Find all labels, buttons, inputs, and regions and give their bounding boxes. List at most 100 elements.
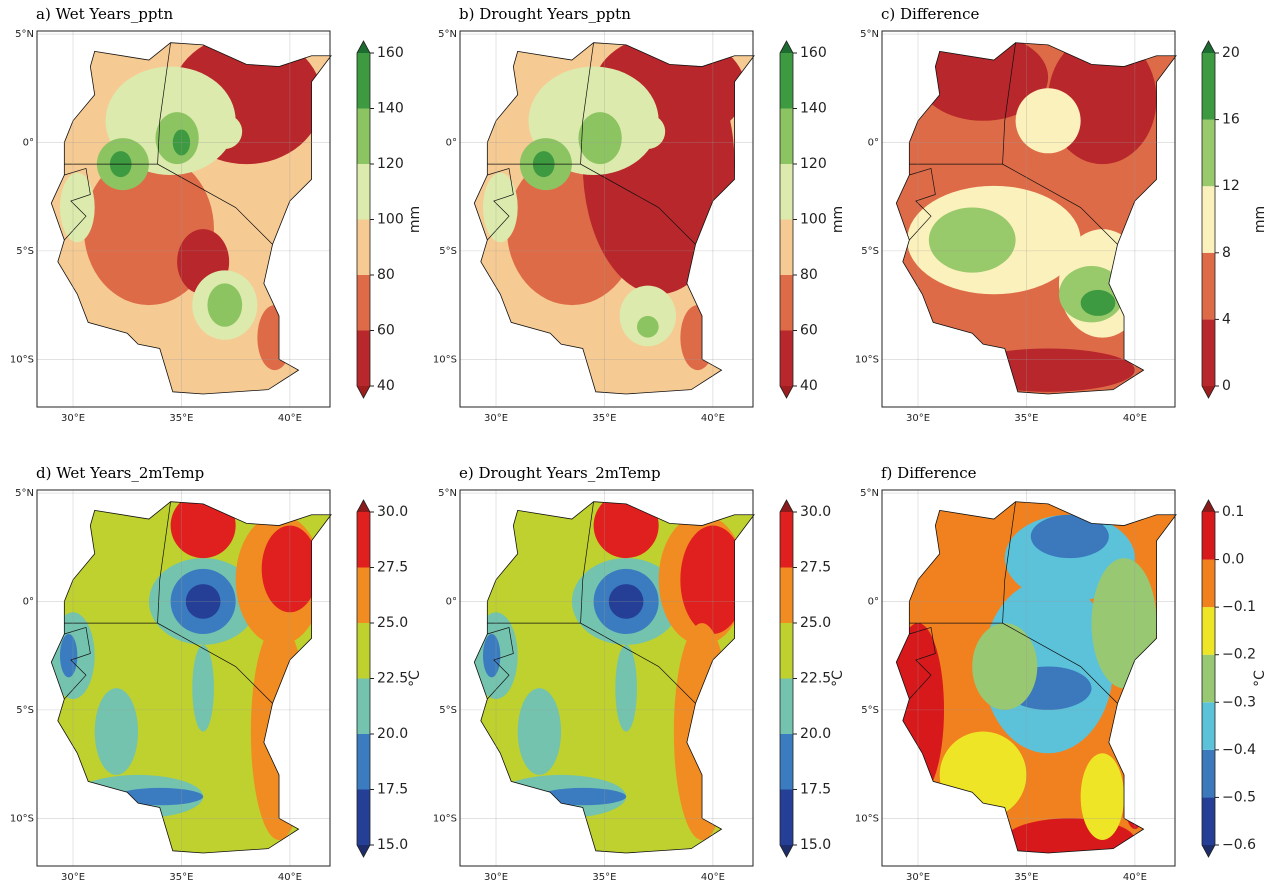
colorbar-tick-label: 25.0 [377, 615, 408, 631]
lat-tick-label: 5°S [861, 246, 879, 257]
lat-tick-label: 10°S [10, 813, 34, 824]
border [1002, 42, 1016, 165]
contour-region [517, 688, 562, 775]
colorbar-tick-label: 160 [377, 45, 404, 61]
colorbar-band [1202, 797, 1215, 845]
colorbar-tick-label: 17.5 [377, 782, 408, 798]
lat-tick-label: 10°S [433, 354, 457, 365]
contour-region [482, 633, 501, 678]
colorbar-band [357, 734, 370, 790]
colorbar-tick-label: 60 [800, 323, 818, 339]
colorbar-band [1202, 252, 1215, 320]
coastline [895, 501, 1177, 854]
contour-region [615, 644, 637, 732]
contour-region [608, 584, 644, 619]
contour-region [1015, 88, 1081, 154]
colorbar-band [357, 789, 370, 845]
colorbar-extend [780, 386, 793, 398]
panel: f) Difference 30°E 35°E 40°E 5°N 0° 5°S 10°S −0.… [855, 464, 1268, 883]
colorbar-tick-label: 80 [800, 267, 818, 283]
colorbar-band [780, 275, 793, 331]
panel-title: c) Difference [881, 5, 979, 23]
contour-region [680, 305, 716, 371]
lat-tick-label: 10°S [433, 813, 457, 824]
lon-tick-label: 30°E [906, 413, 930, 424]
lat-tick-label: 5°N [860, 29, 879, 40]
colorbar-label: °C [1252, 670, 1268, 687]
map-frame [881, 489, 1176, 867]
contour-region [928, 207, 1016, 273]
colorbar-band [1202, 702, 1215, 750]
panel-title: a) Wet Years_pptn [36, 5, 173, 23]
lon-tick-label: 40°E [278, 872, 302, 883]
lat-tick-label: 5°N [438, 488, 457, 499]
map-fill [51, 501, 330, 853]
lat-tick-label: 5°S [16, 705, 34, 716]
colorbar-tick-label: 140 [377, 101, 404, 117]
border [909, 163, 1118, 245]
colorbar-tick-label: 40 [800, 378, 818, 394]
contour-region [1091, 558, 1157, 689]
map-frame [36, 30, 331, 408]
border [157, 42, 171, 165]
colorbar-band [1202, 53, 1215, 120]
map-fill [474, 42, 753, 394]
border [909, 168, 936, 241]
colorbar-tick-label: 20.0 [377, 726, 408, 742]
colorbar-extend [357, 41, 370, 53]
colorbar-tick-label: 12 [1222, 178, 1240, 194]
colorbar-band [780, 789, 793, 845]
map-frame [881, 30, 1176, 408]
border [487, 622, 696, 704]
colorbar-band [780, 53, 793, 109]
colorbar-tick-label: 16 [1222, 112, 1240, 128]
lon-tick-label: 35°E [1014, 872, 1038, 883]
colorbar-tick-label: 160 [800, 45, 827, 61]
lat-tick-label: 5°S [439, 705, 457, 716]
contour-region [1080, 289, 1116, 316]
colorbar-tick-label: 20.0 [800, 726, 831, 742]
contour-region [172, 129, 191, 156]
lon-tick-label: 30°E [484, 413, 508, 424]
lon-tick-label: 40°E [278, 413, 302, 424]
panel: b) Drought Years_pptn 30°E 35°E 40°E 5°N 0° 5°… [433, 5, 846, 424]
lon-tick-label: 40°E [701, 413, 725, 424]
colorbar-tick-label: 0.0 [1222, 552, 1244, 568]
colorbar-band [357, 623, 370, 679]
coastline [50, 42, 332, 395]
colorbar-label: mm [407, 206, 423, 233]
colorbar-tick-label: 27.5 [800, 560, 831, 576]
colorbar-tick-label: 22.5 [377, 671, 408, 687]
coastline [895, 42, 1177, 395]
colorbar-tick-label: −0.5 [1222, 789, 1256, 805]
colorbar-band [357, 330, 370, 386]
panel-title: d) Wet Years_2mTemp [36, 464, 204, 482]
contour-region [94, 688, 139, 775]
map-frame [459, 489, 754, 867]
contour-region [636, 315, 659, 338]
lat-tick-label: 5°N [15, 29, 34, 40]
lon-tick-label: 35°E [169, 872, 193, 883]
contour-region [680, 525, 746, 634]
colorbar-band [780, 678, 793, 734]
border [64, 168, 91, 241]
contour-region [972, 623, 1038, 710]
colorbar-tick-label: 60 [377, 323, 395, 339]
colorbar-band [780, 219, 793, 275]
lon-tick-label: 30°E [906, 872, 930, 883]
lon-tick-label: 35°E [169, 413, 193, 424]
colorbar-tick-label: 15.0 [800, 837, 831, 853]
colorbar-tick-label: −0.2 [1222, 647, 1256, 663]
contour-region [593, 501, 659, 559]
contour-region [539, 787, 627, 806]
colorbar-band [357, 512, 370, 568]
map-fill [51, 42, 330, 394]
colorbar-band [780, 512, 793, 568]
panel: a) Wet Years_pptn 30°E 35°E 40°E 5°N 0° 5°S 10°… [10, 5, 423, 424]
colorbar-band [357, 219, 370, 275]
colorbar-extend [357, 845, 370, 857]
lon-tick-label: 40°E [701, 872, 725, 883]
lat-tick-label: 10°S [10, 354, 34, 365]
lon-tick-label: 30°E [61, 413, 85, 424]
contour-region [207, 114, 243, 149]
